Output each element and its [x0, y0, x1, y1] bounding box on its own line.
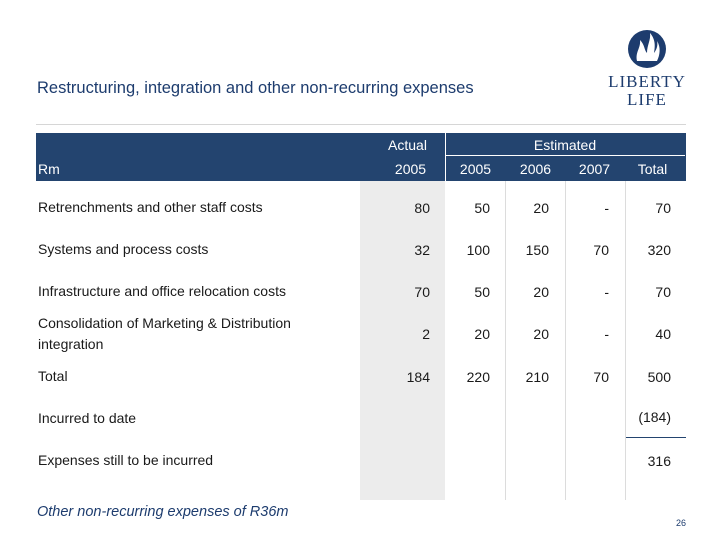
table-cell: - [604, 284, 609, 300]
header-divider [445, 133, 446, 181]
column-divider [505, 181, 506, 500]
total-cell: 70 [593, 369, 609, 385]
table-cell: 50 [474, 284, 490, 300]
header-actual-2005: 2005 [394, 161, 427, 177]
total-label: Total [38, 368, 68, 384]
table-cell: 50 [474, 200, 490, 216]
still-label: Expenses still to be incurred [38, 452, 214, 468]
row-label: Retrenchments and other staff costs [38, 199, 263, 215]
table-cell: 70 [593, 242, 609, 258]
page-number: 26 [675, 518, 686, 528]
incurred-value: (184) [638, 409, 671, 425]
footnote: Other non-recurring expenses of R36m [37, 504, 289, 520]
header-est-2007: 2007 [578, 161, 611, 177]
table-header [36, 133, 686, 181]
still-value: 316 [647, 453, 671, 469]
total-cell: 210 [525, 369, 549, 385]
total-cell: 220 [466, 369, 490, 385]
header-total: Total [637, 161, 668, 177]
table-cell: 70 [655, 284, 671, 300]
table-cell: 2 [422, 326, 430, 342]
header-estimated: Estimated [533, 137, 597, 153]
header-rm: Rm [38, 161, 60, 177]
table-cell: 320 [647, 242, 671, 258]
logo-text-line1: LIBERTY [608, 72, 686, 91]
header-est-2006: 2006 [519, 161, 552, 177]
liberty-life-logo: LIBERTY LIFE [604, 28, 690, 110]
table-cell: 20 [474, 326, 490, 342]
table-cell: 70 [655, 200, 671, 216]
row-label: Consolidation of Marketing & Distributio… [38, 315, 291, 331]
row-label: Systems and process costs [38, 241, 209, 257]
column-divider [565, 181, 566, 500]
page-title: Restructuring, integration and other non… [37, 79, 474, 97]
logo-text-line2: LIFE [627, 90, 667, 109]
table-cell: 20 [533, 200, 549, 216]
table-cell: 80 [414, 200, 430, 216]
flame-crest-icon [628, 30, 666, 68]
table-cell: 40 [655, 326, 671, 342]
table-cell: 20 [533, 284, 549, 300]
table-cell: 150 [525, 242, 549, 258]
table-cell: 100 [466, 242, 490, 258]
column-divider [625, 181, 626, 500]
header-actual: Actual [388, 137, 427, 153]
table-cell: 32 [414, 242, 430, 258]
incurred-label: Incurred to date [38, 410, 137, 426]
table-cell: 20 [533, 326, 549, 342]
total-cell: 500 [647, 369, 671, 385]
subtotal-rule [626, 437, 686, 438]
row-label-continued: integration [38, 336, 104, 352]
table-cell: - [604, 326, 609, 342]
header-est-2005: 2005 [459, 161, 492, 177]
table-cell: - [604, 200, 609, 216]
estimated-rule [445, 155, 685, 156]
total-cell: 184 [406, 369, 430, 385]
actual-column-shade [360, 181, 445, 500]
title-divider [36, 124, 686, 125]
table-cell: 70 [414, 284, 430, 300]
row-label: Infrastructure and office relocation cos… [38, 283, 286, 299]
